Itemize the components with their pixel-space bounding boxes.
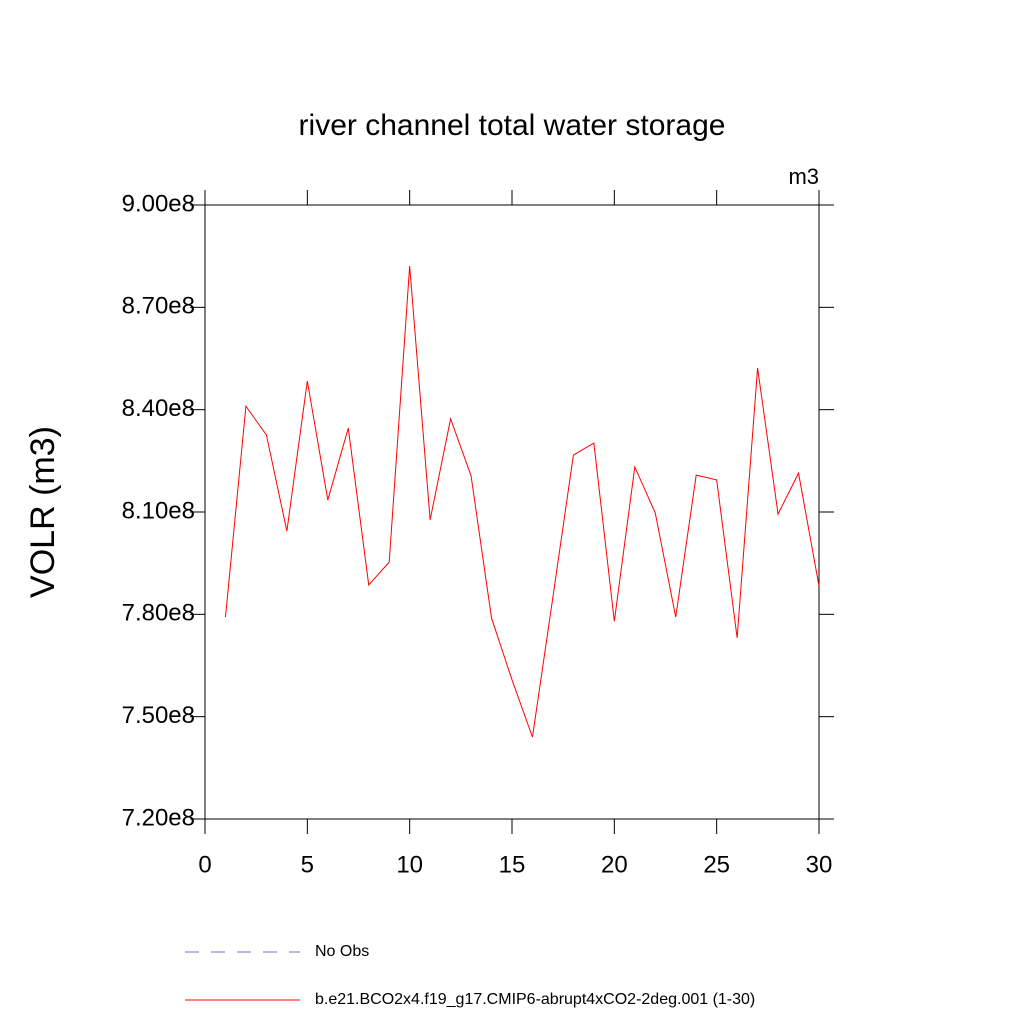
- data-line: [224, 266, 820, 738]
- x-tick-label: 5: [301, 851, 314, 878]
- y-tick-label: 8.10e8: [122, 497, 195, 524]
- y-tick-label: 9.00e8: [122, 190, 195, 217]
- y-tick-label: 7.50e8: [122, 702, 195, 729]
- plot-frame: [204, 204, 820, 820]
- y-tick-label: 7.80e8: [122, 600, 195, 627]
- legend-label: No Obs: [315, 943, 369, 960]
- x-tick-label: 10: [396, 851, 423, 878]
- y-tick-label: 8.70e8: [122, 293, 195, 320]
- x-tick-label: 15: [499, 851, 526, 878]
- x-tick-label: 20: [601, 851, 628, 878]
- y-tick-label: 7.20e8: [122, 804, 195, 831]
- x-tick-label: 0: [198, 851, 211, 878]
- legend-label: b.e21.BCO2x4.f19_g17.CMIP6-abrupt4xCO2-2…: [315, 991, 755, 1008]
- y-tick-label: 8.40e8: [122, 395, 195, 422]
- units-label: m3: [788, 164, 819, 189]
- x-tick-label: 30: [806, 851, 833, 878]
- chart-title: river channel total water storage: [299, 109, 726, 142]
- y-axis-label: VOLR (m3): [24, 426, 62, 598]
- x-tick-label: 25: [703, 851, 730, 878]
